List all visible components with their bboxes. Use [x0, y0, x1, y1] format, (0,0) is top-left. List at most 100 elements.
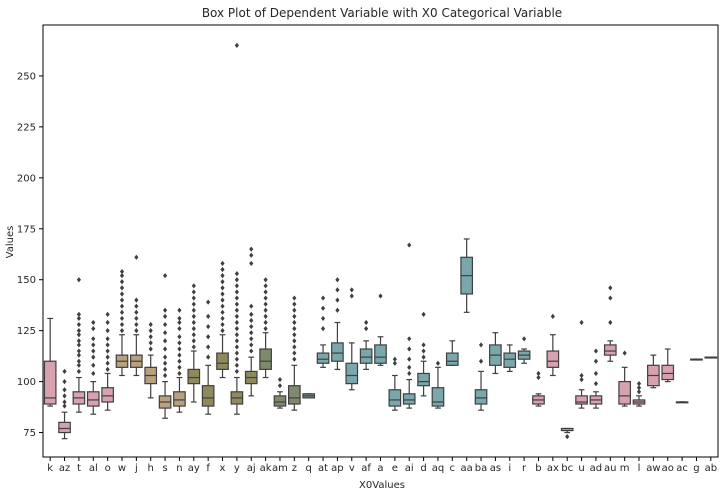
box-body: [201, 385, 215, 407]
outlier-point: [378, 293, 383, 299]
outlier-point: [76, 328, 81, 334]
outlier-point: [206, 344, 211, 350]
outlier-point: [421, 342, 426, 348]
outlier-point: [292, 332, 297, 338]
x-tick-label: al: [89, 463, 98, 474]
outlier-point: [220, 260, 225, 267]
x-tick-label: t: [77, 463, 81, 474]
box-d: [417, 311, 430, 397]
box-ax: [546, 313, 560, 377]
outlier-point: [62, 387, 67, 393]
outlier-point: [593, 358, 599, 364]
x-tick-label: y: [234, 463, 240, 474]
outlier-point: [421, 348, 426, 354]
outlier-point: [292, 326, 297, 332]
box-ak: [259, 277, 272, 379]
outlier-point: [148, 328, 153, 334]
outlier-point: [162, 330, 168, 336]
outlier-point: [234, 350, 239, 356]
outlier-point: [277, 376, 283, 383]
x-tick-label: ay: [188, 463, 200, 474]
box-az: [58, 368, 71, 440]
outlier-point: [220, 266, 225, 273]
outlier-point: [76, 277, 81, 283]
outlier-point: [320, 326, 326, 332]
outlier-point: [105, 342, 110, 348]
outlier-point: [191, 295, 196, 301]
outlier-point: [277, 383, 283, 389]
outlier-point: [335, 277, 340, 283]
outlier-point: [162, 372, 168, 379]
box-ac: [675, 401, 689, 404]
outlier-point: [349, 287, 354, 293]
x-tick-label: k: [47, 463, 53, 474]
box-u: [575, 319, 588, 409]
outlier-point: [622, 350, 627, 356]
outlier-point: [119, 315, 125, 322]
outlier-point: [76, 368, 81, 375]
x-tick-label: h: [148, 463, 154, 474]
outlier-point: [206, 299, 211, 305]
outlier-point: [62, 399, 67, 405]
outlier-point: [177, 364, 182, 370]
box-body: [431, 387, 445, 407]
box-ad: [589, 348, 603, 409]
box-aj: [244, 246, 258, 397]
outlier-point: [191, 338, 196, 344]
outlier-point: [234, 362, 239, 368]
outlier-point: [76, 352, 81, 358]
outlier-point: [76, 321, 81, 328]
outlier-point: [263, 283, 268, 289]
outlier-point: [263, 326, 268, 332]
box-q: [302, 393, 316, 399]
y-tick-label: 125: [17, 326, 36, 337]
outlier-point: [234, 313, 239, 319]
x-tick-label: s: [162, 463, 167, 474]
outlier-point: [119, 328, 125, 334]
outlier-point: [234, 332, 239, 338]
outlier-point: [249, 246, 254, 252]
box-n: [173, 307, 186, 413]
outlier-point: [536, 374, 541, 381]
outlier-point: [76, 342, 81, 348]
outlier-point: [234, 271, 239, 277]
x-tick-label: ad: [590, 463, 602, 474]
y-tick-label: 225: [17, 122, 36, 133]
outlier-point: [105, 311, 110, 317]
y-tick-label: 150: [17, 275, 36, 286]
outlier-point: [177, 346, 182, 352]
outlier-point: [220, 279, 225, 285]
outlier-point: [636, 381, 642, 387]
x-tick-label: ba: [475, 463, 487, 474]
outlier-point: [191, 289, 196, 295]
box-body: [216, 352, 229, 370]
outlier-point: [292, 307, 297, 313]
outlier-point: [220, 309, 225, 315]
outlier-point: [636, 385, 642, 391]
outlier-point: [105, 348, 110, 354]
outlier-point: [105, 354, 110, 360]
outlier-point: [119, 321, 125, 328]
y-tick-label: 75: [23, 428, 36, 439]
outlier-point: [593, 381, 599, 387]
outlier-point: [421, 354, 426, 360]
chart-title: Box Plot of Dependent Variable with X0 C…: [202, 6, 562, 20]
outlier-point: [177, 326, 182, 332]
box-aa: [460, 238, 474, 313]
outlier-point: [263, 307, 268, 313]
outlier-point: [134, 309, 139, 315]
x-tick-label: a: [377, 463, 383, 474]
y-axis-label: Values: [5, 226, 16, 259]
outlier-point: [220, 321, 225, 328]
x-tick-label: c: [450, 463, 456, 474]
outlier-point: [191, 344, 196, 350]
outlier-point: [162, 360, 168, 366]
x-tick-label: q: [306, 463, 312, 474]
outlier-point: [91, 362, 96, 368]
outlier-point: [249, 311, 254, 317]
outlier-point: [407, 242, 412, 248]
x-tick-label: j: [134, 463, 138, 474]
outlier-point: [320, 295, 326, 301]
outlier-point: [392, 356, 397, 362]
